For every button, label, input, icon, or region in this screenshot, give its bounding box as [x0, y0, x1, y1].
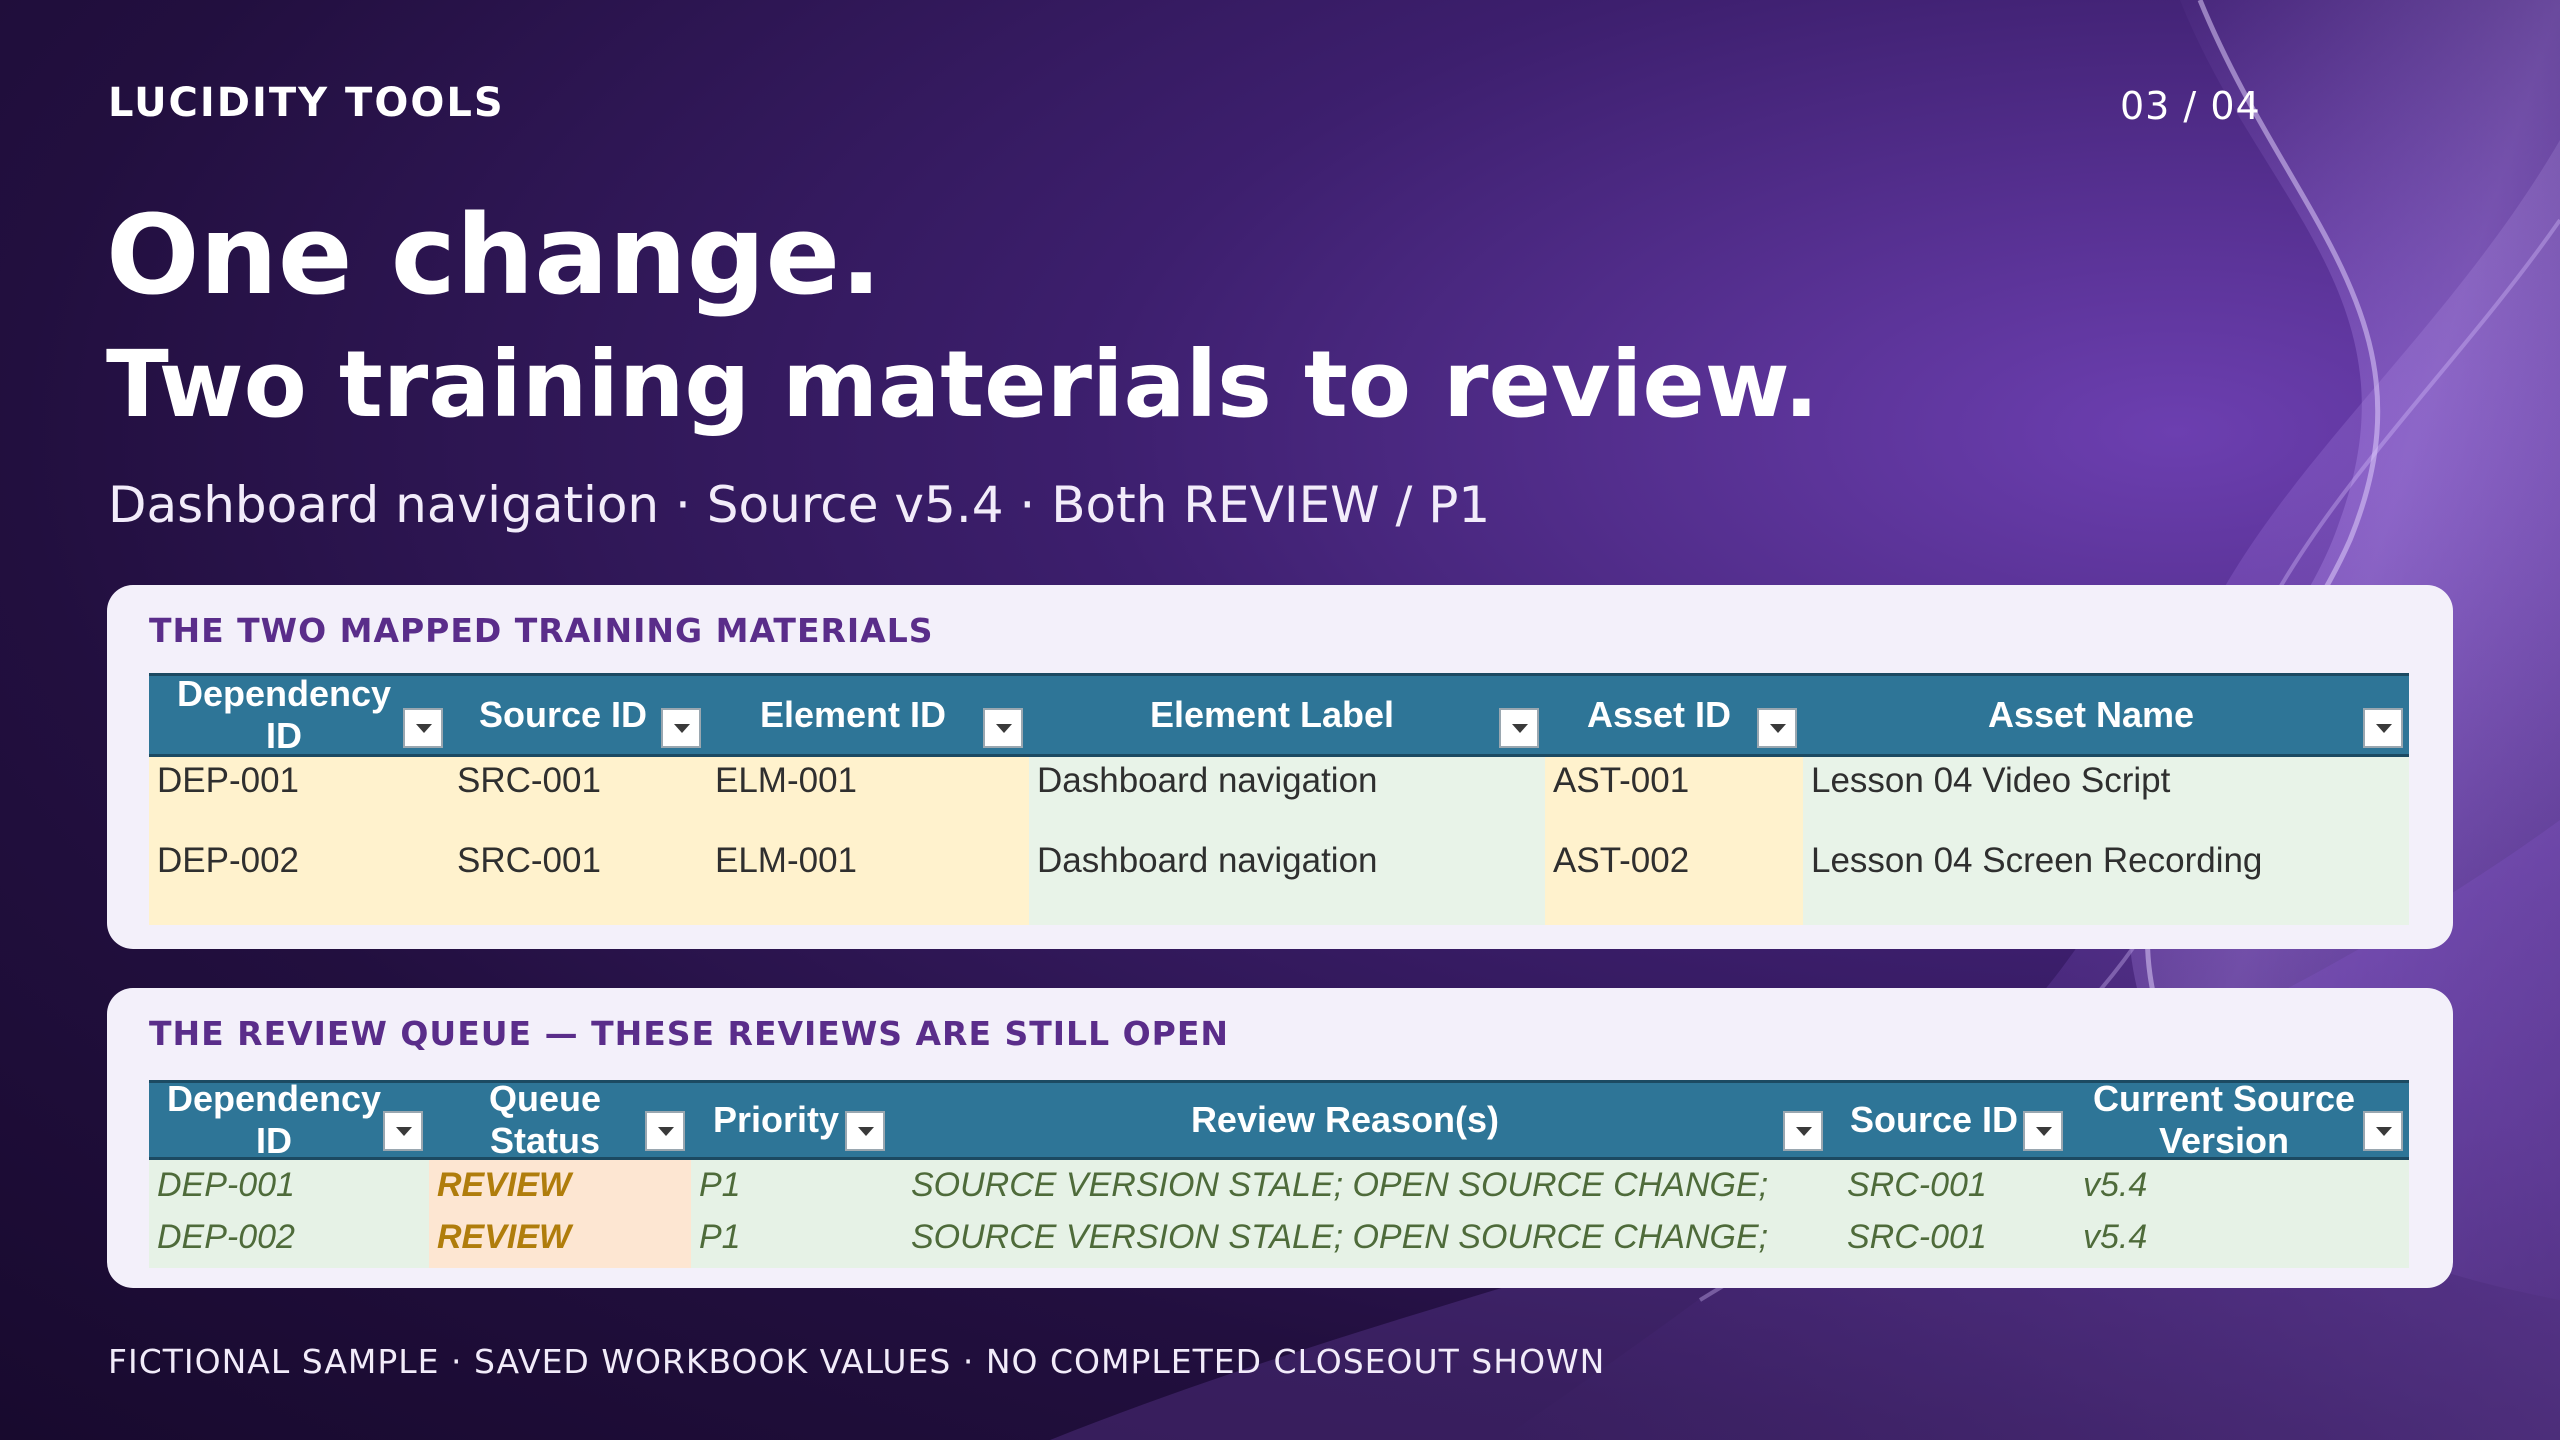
status-badge[interactable]: REVIEW	[437, 1218, 572, 1256]
filter-dropdown-icon[interactable]	[645, 1111, 685, 1151]
review-queue-table: Dependency ID Queue Status Priority Revie…	[149, 1078, 2409, 1268]
filter-dropdown-icon[interactable]	[2363, 708, 2403, 748]
filter-dropdown-icon[interactable]	[383, 1111, 423, 1151]
filter-dropdown-icon[interactable]	[403, 708, 443, 748]
headline-line-2: Two training materials to review.	[106, 331, 1819, 438]
table-cell[interactable]: DEP-001	[157, 761, 300, 800]
header-asset-id: Asset ID	[1545, 676, 1803, 754]
filter-dropdown-icon[interactable]	[661, 708, 701, 748]
review-queue-card: THE REVIEW QUEUE — THESE REVIEWS ARE STI…	[107, 988, 2453, 1288]
table-cell[interactable]: v5.4	[2083, 1166, 2148, 1204]
table-body: DEP-001 SRC-001 ELM-001 Dashboard naviga…	[149, 757, 2409, 925]
table-cell[interactable]: ELM-001	[715, 761, 858, 800]
table-cell[interactable]: SOURCE VERSION STALE; OPEN SOURCE CHANGE…	[911, 1218, 1769, 1256]
filter-dropdown-icon[interactable]	[1499, 708, 1539, 748]
table-cell[interactable]: SRC-001	[1847, 1166, 1987, 1204]
footer-note: FICTIONAL SAMPLE · SAVED WORKBOOK VALUES…	[108, 1342, 1606, 1381]
status-badge[interactable]: REVIEW	[437, 1166, 572, 1204]
filter-dropdown-icon[interactable]	[1783, 1111, 1823, 1151]
table-cell[interactable]: Lesson 04 Screen Recording	[1811, 841, 2263, 880]
table-cell[interactable]: Lesson 04 Video Script	[1811, 761, 2171, 800]
table-cell[interactable]: Dashboard navigation	[1037, 841, 1378, 880]
header-queue-status: Queue Status	[429, 1078, 691, 1161]
table-cell[interactable]: ELM-001	[715, 841, 858, 880]
table-cell[interactable]: SRC-001	[457, 841, 601, 880]
headline-line-1: One change.	[106, 191, 882, 319]
header-priority: Priority	[691, 1083, 891, 1157]
header-source-id: Source ID	[449, 676, 707, 754]
table-cell[interactable]: P1	[699, 1218, 741, 1256]
filter-dropdown-icon[interactable]	[2363, 1111, 2403, 1151]
mapped-materials-title: THE TWO MAPPED TRAINING MATERIALS	[149, 611, 934, 650]
table-cell[interactable]: SRC-001	[457, 761, 601, 800]
table-cell[interactable]: DEP-002	[157, 841, 300, 880]
filter-dropdown-icon[interactable]	[983, 708, 1023, 748]
header-element-label: Element Label	[1029, 676, 1545, 754]
review-queue-title: THE REVIEW QUEUE — THESE REVIEWS ARE STI…	[149, 1014, 1229, 1053]
subtitle: Dashboard navigation · Source v5.4 · Bot…	[108, 476, 1491, 534]
table-cell[interactable]: SRC-001	[1847, 1218, 1987, 1256]
table-cell[interactable]: SOURCE VERSION STALE; OPEN SOURCE CHANGE…	[911, 1166, 1769, 1204]
header-current-source-version: Current Source Version	[2069, 1078, 2409, 1161]
page-indicator: 03 / 04	[2120, 84, 2261, 128]
table-header-row: Dependency ID Queue Status Priority Revie…	[149, 1078, 2409, 1161]
header-dependency-id: Dependency ID	[149, 673, 449, 756]
header-asset-name: Asset Name	[1803, 676, 2409, 754]
table-cell[interactable]: v5.4	[2083, 1218, 2148, 1256]
header-source-id: Source ID	[1829, 1083, 2069, 1157]
brand-name: LUCIDITY TOOLS	[108, 80, 505, 126]
header-dependency-id: Dependency ID	[149, 1078, 429, 1161]
table-cell[interactable]: AST-002	[1553, 841, 1690, 880]
table-cell[interactable]: P1	[699, 1166, 741, 1204]
table-cell[interactable]: Dashboard navigation	[1037, 761, 1378, 800]
table-cell[interactable]: AST-001	[1553, 761, 1690, 800]
mapped-materials-card: THE TWO MAPPED TRAINING MATERIALS Depend…	[107, 585, 2453, 949]
table-header-row: Dependency ID Source ID Element ID Elemen…	[149, 673, 2409, 757]
filter-dropdown-icon[interactable]	[845, 1111, 885, 1151]
filter-dropdown-icon[interactable]	[1757, 708, 1797, 748]
header-element-id: Element ID	[707, 676, 1029, 754]
table-cell[interactable]: DEP-001	[157, 1166, 295, 1204]
header-review-reasons: Review Reason(s)	[891, 1083, 1829, 1157]
mapped-materials-table: Dependency ID Source ID Element ID Elemen…	[149, 673, 2409, 925]
filter-dropdown-icon[interactable]	[2023, 1111, 2063, 1151]
table-cell[interactable]: DEP-002	[157, 1218, 295, 1256]
table-body: DEP-001 REVIEW P1 SOURCE VERSION STALE; …	[149, 1160, 2409, 1268]
